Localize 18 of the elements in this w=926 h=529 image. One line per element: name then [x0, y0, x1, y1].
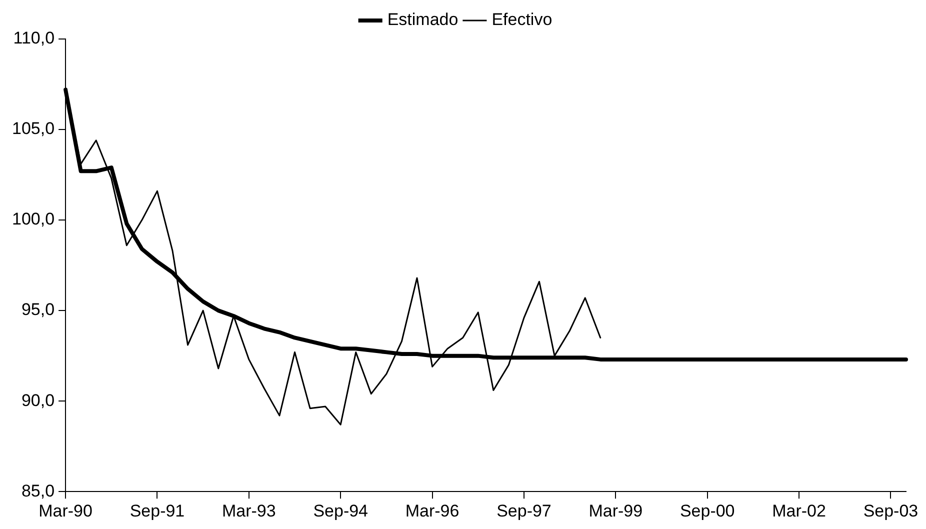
x-tick-label: Mar-93 — [222, 501, 276, 520]
legend-label: Efectivo — [492, 10, 552, 30]
y-tick-label: 110,0 — [13, 28, 55, 48]
x-tick-label: Sep-94 — [313, 501, 368, 520]
legend-label: Estimado — [387, 10, 458, 30]
y-tick-label: 105,0 — [12, 119, 55, 138]
y-tick-label: 85,0 — [21, 481, 55, 500]
x-tick-label: Sep-91 — [130, 501, 185, 520]
x-tick-label: Sep-97 — [496, 501, 552, 520]
x-tick-label: Mar-02 — [772, 501, 826, 520]
x-tick-label: Mar-90 — [38, 501, 92, 520]
y-tick-label: 95,0 — [21, 300, 55, 320]
x-tick-label: Mar-96 — [405, 501, 460, 520]
x-tick-label: Mar-99 — [588, 501, 643, 520]
y-tick-label: 90,0 — [21, 390, 55, 410]
y-tick-label: 100,0 — [12, 210, 55, 229]
x-tick-label: Sep-03 — [863, 501, 918, 520]
x-tick-label: Sep-00 — [680, 501, 735, 520]
